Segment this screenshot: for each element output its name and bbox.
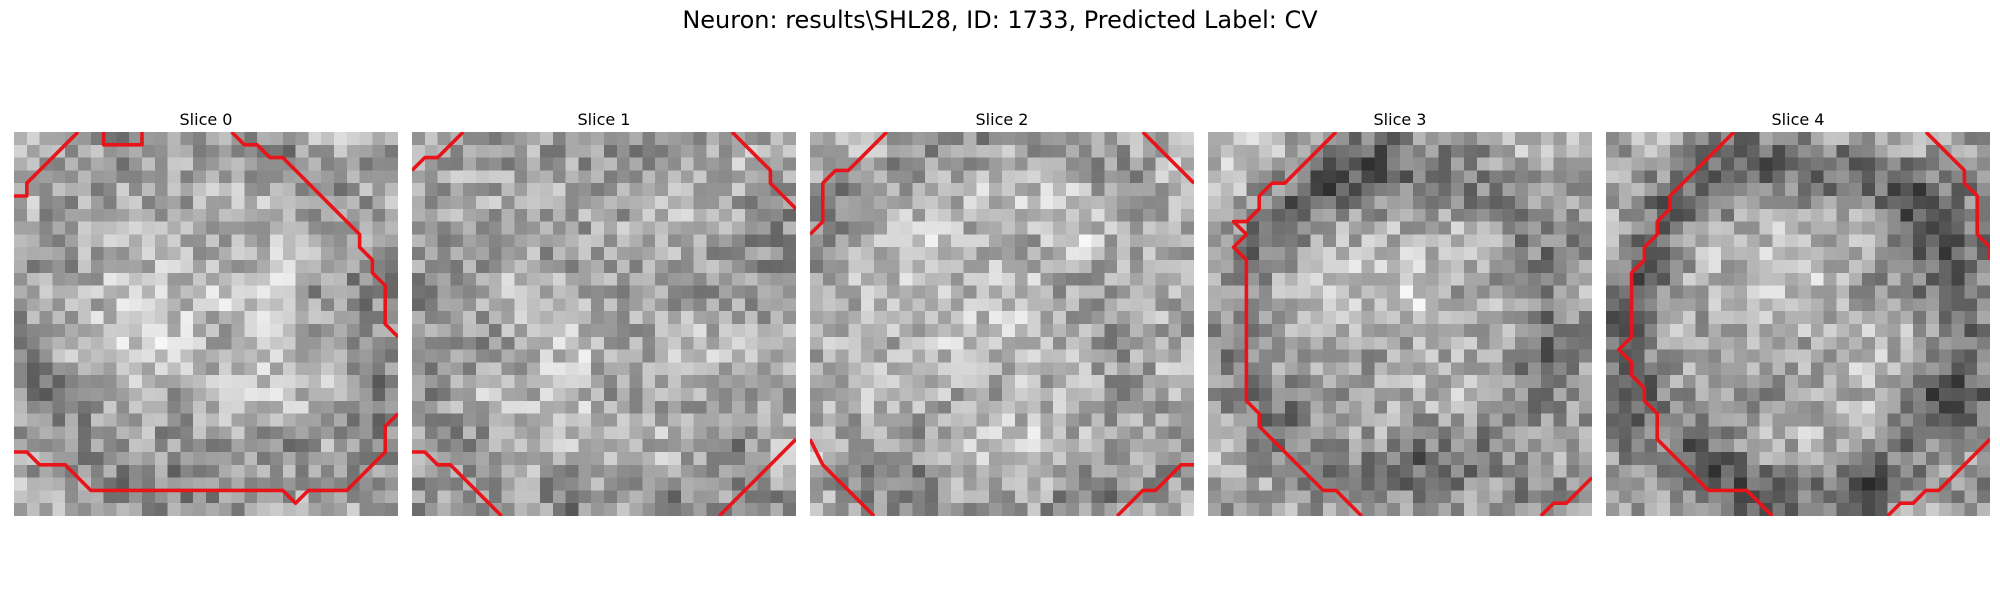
slice-panel-1: Slice 1 [412,108,796,516]
segmentation-contour [1231,132,1363,516]
segmentation-contour [14,412,398,505]
slice-title: Slice 0 [179,110,233,129]
slice-image-2 [810,132,1194,516]
segmentation-contour [1539,476,1592,516]
slice-title: Slice 2 [975,110,1029,129]
segmentation-contour [1115,463,1194,516]
segmentation-contour [810,132,889,236]
segmentation-contour [101,132,144,147]
slice-panel-4: Slice 4 [1606,108,1990,516]
slice-image-0 [14,132,398,516]
slice-panel-2: Slice 2 [810,108,1194,516]
segmentation-contour [412,132,465,172]
slice-title: Slice 1 [577,110,631,129]
segmentation-contour [717,437,796,516]
segmentation-contour [730,132,796,211]
slice-panel-3: Slice 3 [1208,108,1592,516]
slice-image-3 [1208,132,1592,516]
segmentation-contour [1924,132,1990,260]
segmentation-contour [14,132,80,198]
segmentation-contour [230,132,398,339]
segmentation-contour [1141,132,1194,185]
segmentation-contour [810,438,876,516]
figure-title: Neuron: results\SHL28, ID: 1733, Predict… [682,6,1318,34]
segmentation-contour [1617,132,1774,516]
segmentation-contour [412,450,503,516]
slice-title: Slice 3 [1373,110,1427,129]
slice-title: Slice 4 [1771,110,1825,129]
slice-panel-0: Slice 0 [14,108,398,516]
slice-image-4 [1606,132,1990,516]
segmentation-contour [1886,437,1990,516]
slice-image-1 [412,132,796,516]
